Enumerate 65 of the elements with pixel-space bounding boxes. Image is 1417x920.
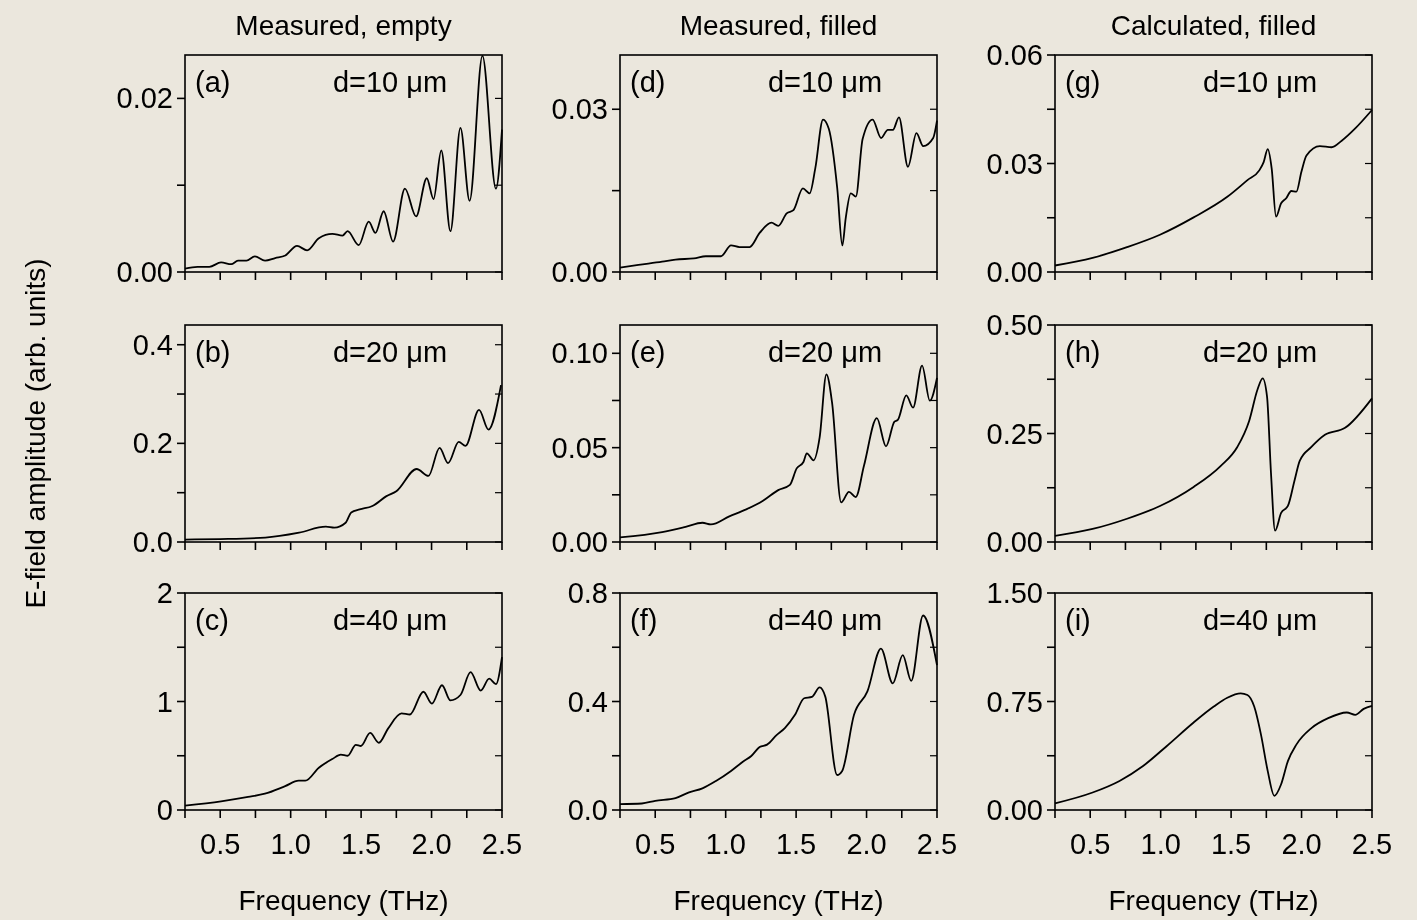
annotation: d=20 μm xyxy=(767,336,883,368)
x-tick-label: 1.5 xyxy=(1210,828,1252,860)
y-tick-label: 0.2 xyxy=(132,427,173,460)
x-tick-label: 2.0 xyxy=(846,828,887,860)
annotation: (d) xyxy=(630,66,666,98)
annotation: d=40 μm xyxy=(332,604,448,636)
y-tick-label: 0 xyxy=(156,794,173,826)
annotation: (a) xyxy=(195,66,231,98)
y-tick-label: 0.0 xyxy=(567,794,608,826)
x-axis-title: Frequency (THz) xyxy=(238,885,449,916)
annotation: d=20 μm xyxy=(332,336,448,368)
y-tick-label: 0.00 xyxy=(986,256,1043,288)
x-axis-title: Frequency (THz) xyxy=(1108,885,1319,916)
y-tick-label: 1 xyxy=(156,685,173,718)
y-tick-label: 0.25 xyxy=(986,417,1043,450)
x-tick-label: 2.0 xyxy=(411,828,452,860)
y-tick-label: 0.8 xyxy=(567,577,608,609)
y-tick-label: 2 xyxy=(156,577,173,609)
x-tick-label: 1.0 xyxy=(270,828,311,860)
y-tick-label: 0.4 xyxy=(132,328,173,361)
annotation: (h) xyxy=(1065,336,1101,368)
y-tick-label: 1.50 xyxy=(986,577,1043,609)
x-tick-label: 1.5 xyxy=(775,828,817,860)
y-axis-title: E-field amplitude (arb. units) xyxy=(20,258,51,609)
x-tick-label: 1.0 xyxy=(1140,828,1181,860)
y-tick-label: 0.00 xyxy=(986,526,1043,558)
chart-title: Measured, filled xyxy=(679,10,878,41)
chart-title: Measured, empty xyxy=(235,10,452,41)
annotation: (g) xyxy=(1065,66,1101,98)
y-tick-label: 0.4 xyxy=(567,685,608,718)
y-tick-label: 0.00 xyxy=(551,256,608,288)
annotation: d=40 μm xyxy=(767,604,883,636)
annotation: d=40 μm xyxy=(1202,604,1318,636)
y-tick-label: 0.05 xyxy=(551,431,608,464)
x-tick-label: 2.5 xyxy=(1351,828,1393,860)
x-tick-label: 2.5 xyxy=(481,828,523,860)
annotation: d=10 μm xyxy=(767,66,883,98)
y-tick-label: 0.06 xyxy=(986,39,1043,71)
x-tick-label: 1.0 xyxy=(705,828,746,860)
y-tick-label: 0.75 xyxy=(986,685,1043,718)
x-tick-label: 0.5 xyxy=(1070,828,1111,860)
y-tick-label: 0.10 xyxy=(551,337,608,370)
x-tick-label: 0.5 xyxy=(635,828,676,860)
x-tick-label: 2.0 xyxy=(1281,828,1322,860)
y-tick-label: 0.02 xyxy=(116,82,173,115)
y-tick-label: 0.00 xyxy=(551,526,608,558)
annotation: (f) xyxy=(630,604,658,636)
annotation: (c) xyxy=(195,604,229,636)
x-tick-label: 0.5 xyxy=(200,828,241,860)
annotation: (b) xyxy=(195,336,231,368)
chart-title: Calculated, filled xyxy=(1110,10,1317,41)
y-tick-label: 0.03 xyxy=(986,147,1043,180)
x-tick-label: 1.5 xyxy=(340,828,382,860)
annotation: d=20 μm xyxy=(1202,336,1318,368)
y-tick-label: 0.00 xyxy=(116,256,173,288)
y-tick-label: 0.50 xyxy=(986,309,1043,341)
x-tick-label: 2.5 xyxy=(916,828,958,860)
y-tick-label: 0.00 xyxy=(986,794,1043,826)
x-axis-title: Frequency (THz) xyxy=(673,885,884,916)
annotation: (e) xyxy=(630,336,666,368)
annotation: d=10 μm xyxy=(1202,66,1318,98)
y-tick-label: 0.0 xyxy=(132,526,173,558)
annotation: d=10 μm xyxy=(332,66,448,98)
y-tick-label: 0.03 xyxy=(551,93,608,126)
annotation: (i) xyxy=(1065,604,1091,636)
